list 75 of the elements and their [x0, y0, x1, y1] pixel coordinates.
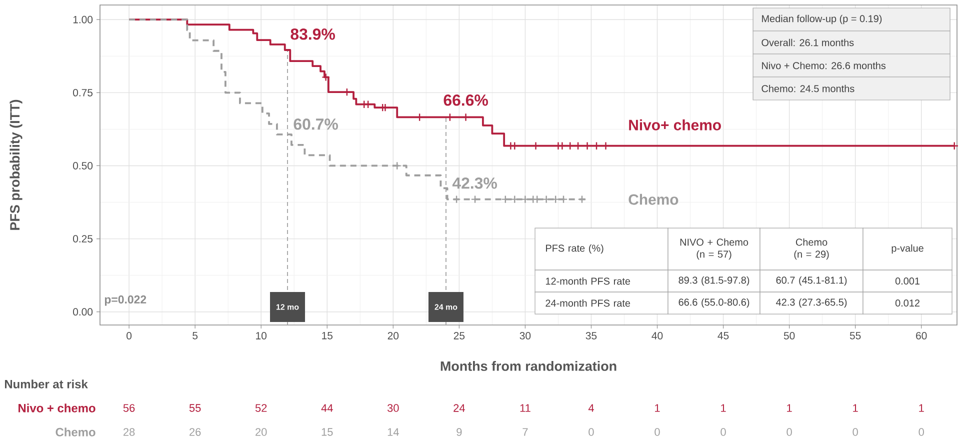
- x-tick-label: 0: [126, 332, 132, 340]
- annotation: Chemo (n = 29): [794, 238, 829, 260]
- point: [452, 196, 460, 203]
- y-tick-label: 0.25: [73, 235, 93, 242]
- text: 15: [322, 428, 333, 436]
- annotation: Median follow-up (p = 0.19): [762, 14, 882, 24]
- x-tick-label: 60: [916, 332, 927, 340]
- annotation: 83.9%: [290, 28, 335, 40]
- text: 1: [787, 404, 792, 412]
- x-axis-title: Months from randomization: [440, 361, 616, 371]
- y-axis-title: PFS probability (ITT): [10, 100, 22, 230]
- text: 0: [720, 428, 726, 436]
- x-tick-label: 30: [520, 332, 531, 340]
- text: 28: [124, 428, 135, 436]
- text: 11: [520, 404, 530, 412]
- text: 1: [919, 404, 924, 412]
- text: 0: [786, 428, 792, 436]
- point: [322, 74, 330, 81]
- y-tick-label: 0.75: [73, 88, 93, 96]
- annotation: 89.3 (81.5-97.8): [678, 276, 750, 286]
- annotation: PFS rate (%): [546, 244, 604, 254]
- annotation: 0.012: [895, 300, 920, 307]
- text: 14: [388, 428, 399, 436]
- text: 52: [255, 404, 267, 412]
- x-tick-label: 35: [586, 332, 597, 340]
- text: Nivo + chemo: [18, 404, 96, 412]
- x-tick-label: 10: [256, 332, 267, 340]
- text: 0: [588, 428, 594, 436]
- x-tick-label: 40: [652, 332, 663, 340]
- text: 0: [918, 428, 924, 436]
- y-tick-label: 0.50: [73, 162, 93, 170]
- text: 1: [655, 404, 660, 412]
- point: [578, 196, 586, 203]
- text: 55: [189, 404, 201, 412]
- text: 4: [588, 404, 594, 412]
- x-tick-label: 15: [322, 332, 332, 340]
- text: 24: [454, 404, 465, 412]
- text: 56: [123, 404, 135, 412]
- annotation: 60.7 (45.1-81.1): [776, 276, 847, 286]
- annotation: 66.6%: [444, 94, 488, 106]
- text: 44: [321, 404, 333, 412]
- annotation: 66.6 (55.0-80.6): [678, 298, 750, 308]
- x-tick-label: 20: [388, 332, 399, 340]
- text: 0: [852, 428, 858, 436]
- text: Chemo: [56, 428, 96, 436]
- text: Number at risk: [4, 380, 88, 388]
- annotation: 42.3 (27.3-65.5): [776, 298, 847, 308]
- x-tick-label: 5: [192, 332, 198, 340]
- text: 7: [522, 428, 528, 436]
- annotation: 42.3%: [452, 177, 497, 189]
- text: 1: [721, 404, 726, 412]
- text: Chemo: [628, 194, 678, 205]
- text: 30: [387, 404, 399, 412]
- x-tick-label: 50: [784, 332, 795, 340]
- annotation: Chemo: 24.5 months: [762, 84, 854, 92]
- annotation: Nivo + Chemo: 26.6 months: [762, 62, 886, 70]
- x-tick-label: 45: [718, 332, 729, 340]
- y-tick-label: 1.00: [73, 16, 93, 24]
- annotation: p-value: [892, 244, 924, 254]
- annotation: p=0.022: [104, 295, 146, 306]
- x-tick-label: 25: [454, 332, 465, 340]
- text: 9: [456, 428, 462, 436]
- annotation: 0.001: [895, 278, 920, 285]
- x-tick-label: 55: [850, 332, 861, 340]
- annotation: 24-month PFS rate: [546, 299, 630, 307]
- text: 0: [654, 428, 660, 436]
- text: 26: [190, 428, 201, 436]
- text: 1: [853, 404, 858, 412]
- series-label: Nivo+ chemo: [629, 119, 721, 130]
- annotation: Overall: 26.1 months: [762, 38, 854, 46]
- y-tick-label: 0.00: [73, 308, 93, 316]
- annotation: 60.7%: [294, 118, 338, 130]
- text: 20: [256, 428, 267, 436]
- annotation: NIVO + Chemo (n = 57): [680, 238, 748, 260]
- annotation: 12-month PFS rate: [546, 277, 630, 285]
